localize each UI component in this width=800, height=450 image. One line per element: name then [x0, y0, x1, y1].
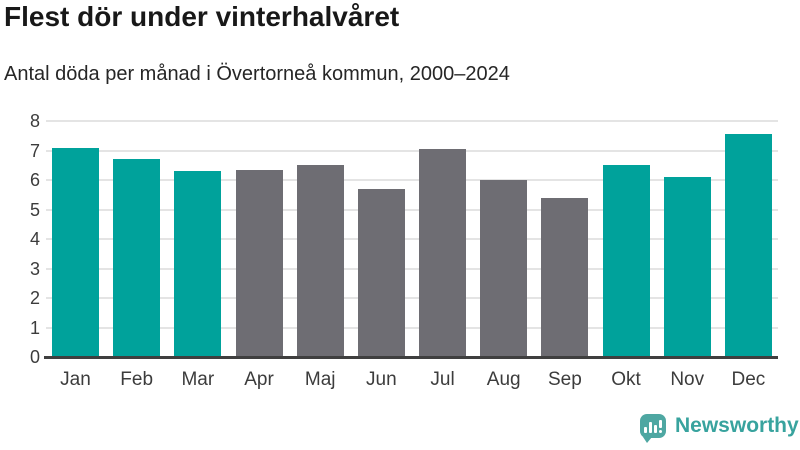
exclamation-glyph — [659, 420, 662, 433]
bar-jan — [52, 147, 99, 357]
y-tick-8: 8 — [29, 111, 40, 131]
gridline-8 — [46, 120, 778, 122]
x-axis-tick-labels: Jan Feb Mar Apr Maj Jun Jul Aug Sep Okt Nov Dec — [46, 369, 778, 391]
x-axis-baseline — [44, 356, 778, 359]
bar-feb — [113, 159, 161, 357]
newsworthy-logo[interactable]: Newsworthy — [640, 414, 799, 443]
y-tick-7: 7 — [29, 140, 40, 161]
y-tick-4: 4 — [29, 229, 40, 249]
y-tick-2: 2 — [29, 288, 40, 308]
x-tick-nov: Nov — [670, 369, 705, 390]
y-tick-0: 0 — [29, 347, 40, 367]
y-tick-6: 6 — [29, 170, 40, 190]
bar-jul — [419, 149, 467, 357]
x-tick-jul: Jul — [430, 369, 455, 390]
gridline-4 — [46, 238, 778, 240]
gridline-7 — [46, 149, 778, 152]
bar-chart-speech-bubble-icon — [640, 414, 666, 443]
gridline-3 — [46, 267, 778, 270]
gridline-6 — [46, 179, 778, 181]
x-tick-jan: Jan — [60, 369, 91, 390]
brand-name: Newsworthy — [675, 414, 799, 437]
x-tick-dec: Dec — [731, 369, 766, 390]
logo-bar-glyph — [640, 420, 666, 433]
bar-nov — [663, 177, 711, 357]
chart-subtitle: Antal döda per månad i Övertorneå kommun… — [4, 63, 510, 85]
x-tick-sep: Sep — [547, 369, 582, 390]
bar-mar — [174, 171, 222, 357]
bar-dec — [724, 134, 772, 357]
bar-jun — [357, 188, 405, 357]
x-tick-apr: Apr — [244, 369, 274, 390]
bar-apr — [235, 169, 283, 357]
bar-series — [46, 121, 778, 357]
x-tick-maj: Maj — [304, 369, 336, 390]
x-tick-aug: Aug — [486, 369, 521, 390]
chart-title: Flest dör under vinterhalvåret — [4, 1, 400, 32]
bar-sep — [541, 197, 589, 357]
gridline-1 — [46, 326, 778, 329]
x-tick-okt: Okt — [611, 369, 641, 390]
y-tick-5: 5 — [29, 199, 40, 220]
y-tick-3: 3 — [29, 258, 40, 279]
gridline-5 — [46, 208, 778, 211]
bar-okt — [602, 165, 650, 357]
x-tick-mar: Mar — [181, 369, 215, 390]
bar-aug — [480, 180, 528, 357]
speech-bubble-tail — [643, 437, 652, 443]
y-tick-1: 1 — [29, 317, 40, 338]
x-tick-jun: Jun — [366, 369, 397, 390]
gridline-2 — [46, 297, 778, 299]
bar-maj — [296, 165, 344, 357]
x-tick-feb: Feb — [120, 369, 154, 390]
